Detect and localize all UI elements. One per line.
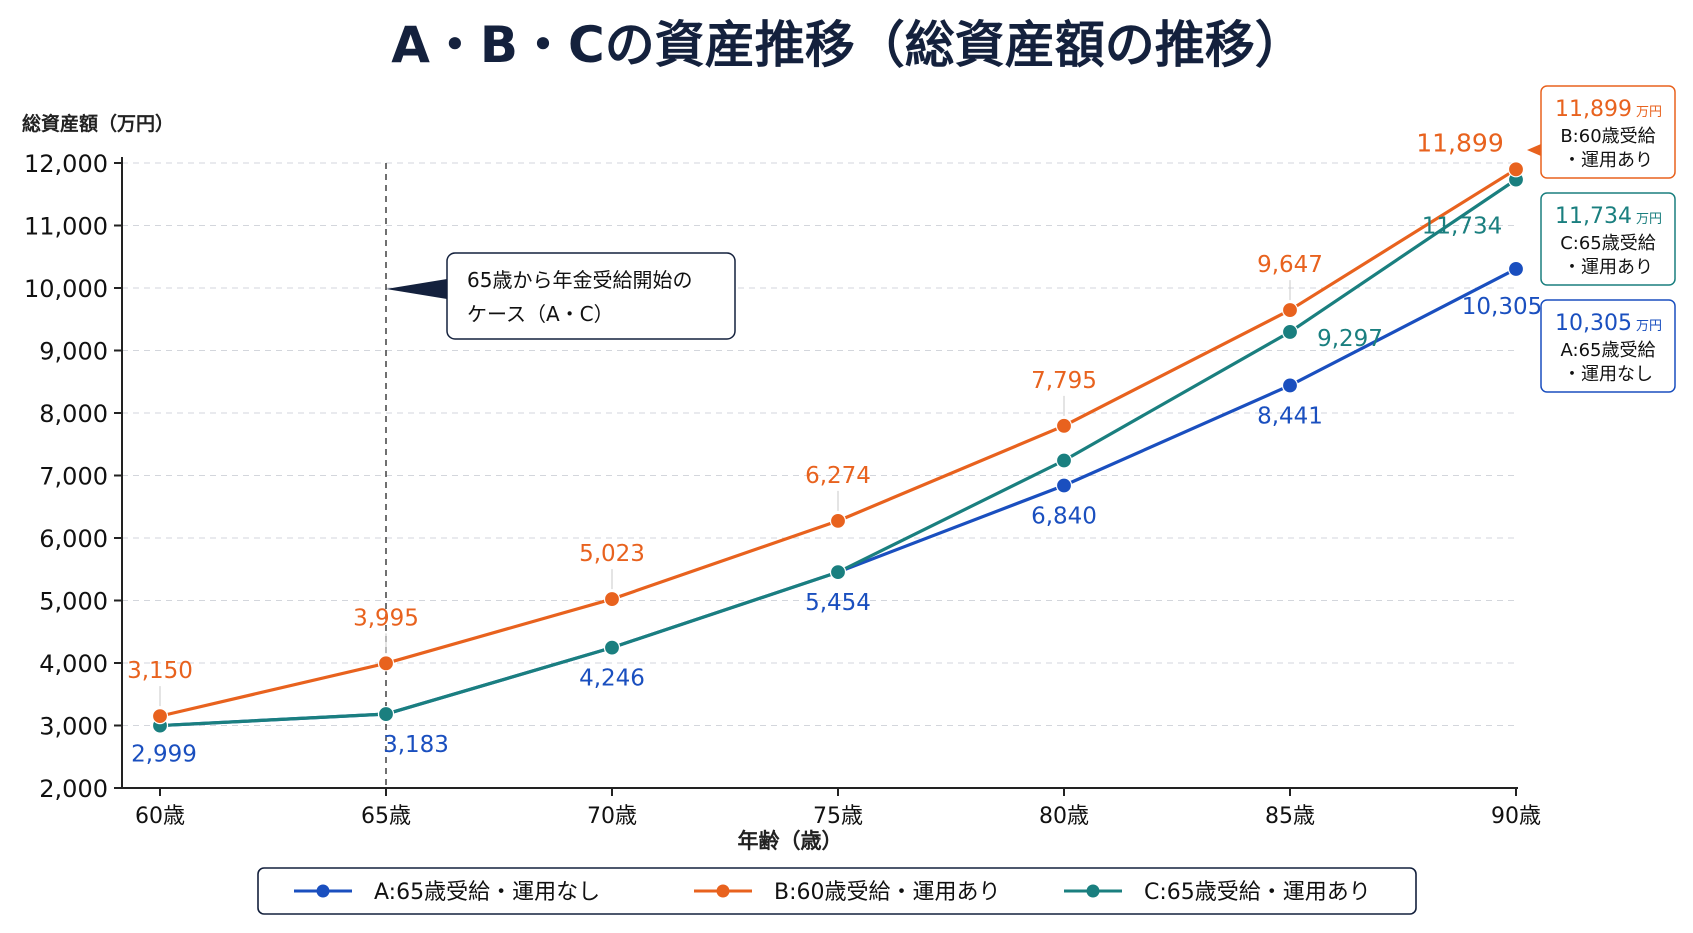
legend-a-label: A:65歳受給・運用なし (374, 880, 600, 905)
series-a-point (1055, 477, 1073, 494)
x-tick-label: 70歳 (587, 804, 637, 829)
chart-title: A・B・Cの資産推移（総資産額の推移） (391, 16, 1305, 74)
y-tick-label: 9,000 (39, 338, 108, 366)
end-box-a-line1: A:65歳受給 (1561, 340, 1656, 361)
y-tick-label: 4,000 (39, 650, 108, 678)
legend-box (257, 867, 1417, 915)
y-axis-title: 総資産額（万円） (22, 112, 174, 135)
x-tick-label: 80歳 (1039, 804, 1089, 829)
end-box-b-line2: ・運用あり (1563, 150, 1653, 171)
x-axis-title: 年齢（歳） (738, 829, 843, 853)
x-tick-label: 75歳 (813, 804, 863, 829)
series-a-data-label: 2,999 (131, 742, 197, 768)
legend-b-label: B:60歳受給・運用あり (774, 880, 1001, 905)
series-c-data-label: 9,297 (1317, 326, 1383, 352)
y-tick-label: 12,000 (24, 150, 108, 178)
end-box-b-value: 11,899 (1555, 97, 1632, 122)
series-a-data-label: 8,441 (1257, 403, 1323, 429)
annotation-line1: 65歳から年金受給開始の (467, 268, 692, 292)
end-box-a-unit: 万円 (1636, 319, 1662, 334)
series-b-point (1507, 161, 1525, 178)
y-tick-label: 6,000 (39, 525, 108, 553)
series-c-point (603, 639, 621, 656)
series-a-point (1281, 377, 1299, 394)
end-box-c-value: 11,734 (1555, 204, 1632, 229)
series-a-data-label: 3,183 (383, 732, 449, 758)
x-tick-label: 60歳 (135, 804, 185, 829)
x-tick-label: 90歳 (1491, 804, 1541, 829)
annotation-pointer (386, 279, 447, 299)
y-tick-label: 10,000 (24, 275, 108, 303)
series-b-point (829, 512, 847, 529)
series-b-point (603, 590, 621, 608)
series-b-point (1281, 301, 1299, 319)
series-b-data-label: 7,795 (1031, 368, 1097, 394)
series-b-data-label: 11,899 (1416, 128, 1503, 157)
series-c-point (1281, 323, 1299, 341)
y-tick-label: 2,000 (39, 775, 108, 803)
x-tick-label: 85歳 (1265, 804, 1315, 829)
end-box-c-line1: C:65歳受給 (1560, 233, 1656, 254)
end-box-b-unit: 万円 (1636, 105, 1662, 120)
end-box-b-line1: B:60歳受給 (1560, 126, 1655, 147)
end-box-a-value: 10,305 (1555, 311, 1632, 336)
y-tick-label: 8,000 (39, 400, 108, 428)
legend-c-swatch-dot (1086, 884, 1100, 898)
y-tick-label: 7,000 (39, 463, 108, 491)
end-box-a-line2: ・運用なし (1563, 364, 1653, 385)
end-box-a (1540, 299, 1676, 393)
legend-c-label: C:65歳受給・運用あり (1144, 880, 1371, 905)
series-c-point (829, 564, 847, 581)
annotation-line2: ケース（A・C） (467, 302, 614, 326)
end-box-c (1540, 192, 1676, 286)
series-c-data-label: 11,734 (1422, 214, 1502, 240)
end-box-c-unit: 万円 (1636, 212, 1662, 227)
series-a-data-label: 4,246 (579, 666, 645, 692)
y-tick-label: 11,000 (24, 213, 108, 241)
series-b-data-label: 3,150 (127, 658, 193, 684)
y-tick-label: 5,000 (39, 588, 108, 616)
series-b-point (1055, 417, 1073, 434)
legend-b-swatch-dot (716, 884, 730, 898)
end-box-b (1540, 85, 1676, 179)
series-a-data-label: 10,305 (1462, 294, 1542, 320)
series-a-data-label: 5,454 (805, 590, 871, 616)
series-c-point (1055, 452, 1073, 469)
annotation-box (446, 252, 736, 340)
series-b-data-label: 6,274 (805, 463, 871, 489)
series-b-data-label: 9,647 (1257, 252, 1323, 278)
legend-a-swatch-dot (316, 884, 330, 898)
series-b-data-label: 3,995 (353, 605, 419, 631)
series-a-data-label: 6,840 (1031, 504, 1097, 530)
y-tick-label: 3,000 (39, 713, 108, 741)
x-tick-label: 65歳 (361, 804, 411, 829)
series-b-point (151, 708, 169, 725)
end-box-c-line2: ・運用あり (1563, 257, 1653, 278)
series-a-point (1507, 260, 1525, 278)
series-b-data-label: 5,023 (579, 541, 645, 567)
series-b-point (377, 655, 395, 672)
end-box-b-pointer (1527, 144, 1541, 156)
series-c-point (377, 705, 395, 723)
